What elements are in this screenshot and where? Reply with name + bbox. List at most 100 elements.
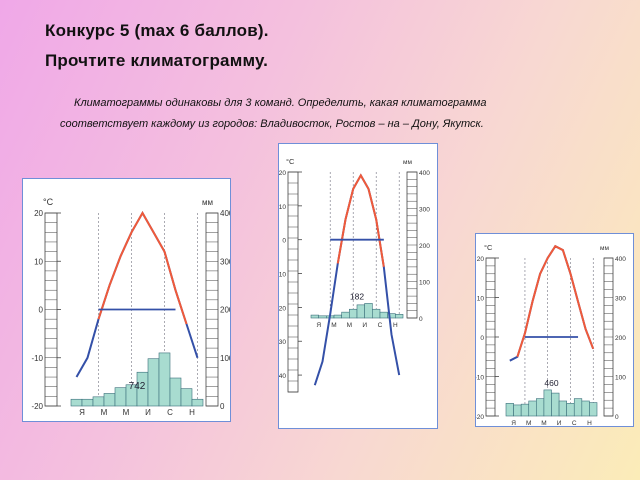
temperature-curve-warm [336, 173, 385, 267]
month-label: И [145, 408, 151, 417]
temperature-tick-label: -20 [31, 402, 43, 411]
temperature-tick-label: 0 [282, 238, 286, 245]
month-label: М [101, 408, 108, 417]
precipitation-tick-label: 0 [419, 316, 423, 323]
precipitation-bar [364, 303, 373, 319]
precipitation-bar [573, 398, 583, 417]
precipitation-bar [356, 304, 365, 319]
annual-precipitation-label: 742 [129, 381, 146, 392]
month-label: И [362, 322, 367, 329]
precipitation-bar [513, 404, 522, 417]
precipitation-bar [147, 358, 160, 407]
precipitation-bar [372, 308, 381, 319]
temperature-curve-cold [313, 173, 401, 386]
month-label: И [557, 420, 562, 426]
precipitation-bar [81, 398, 94, 407]
temperature-unit-label: °C [484, 243, 493, 252]
temperature-unit-label: °C [286, 157, 295, 166]
precipitation-tick-label: 200 [419, 243, 430, 250]
month-label: Я [316, 322, 321, 329]
precipitation-bar [543, 389, 552, 417]
precipitation-unit-label: мм [202, 198, 213, 207]
precipitation-tick-label: 100 [615, 375, 626, 382]
month-label: С [167, 408, 173, 417]
precipitation-bar [395, 314, 404, 319]
precipitation-bar [310, 314, 319, 319]
precipitation-tick-label: 0 [615, 414, 619, 421]
month-label: Н [393, 322, 398, 329]
annual-precipitation-label: 460 [544, 378, 558, 388]
annual-precipitation-label: 182 [350, 291, 364, 301]
temperature-tick-label: -30 [279, 339, 286, 346]
month-label: М [331, 322, 336, 329]
precipitation-bar [581, 400, 590, 417]
precipitation-bar [318, 315, 327, 319]
precipitation-bar [379, 311, 388, 319]
temperature-tick-label: -10 [279, 272, 286, 279]
precipitation-tick-label: 100 [419, 280, 430, 287]
precipitation-tick-label: 300 [419, 207, 430, 214]
month-label: Я [511, 420, 516, 426]
temperature-tick-label: -40 [279, 373, 286, 380]
precipitation-tick-label: 300 [220, 257, 230, 266]
temperature-tick-label: 20 [34, 209, 43, 218]
month-label: Н [587, 420, 592, 426]
slide-title-line1: Конкурс 5 (max 6 баллов). [45, 21, 269, 40]
month-label: М [526, 420, 531, 426]
temperature-tick-label: 10 [34, 257, 43, 266]
month-label: С [572, 420, 577, 426]
month-label: С [378, 322, 383, 329]
temperature-curve-warm [516, 244, 595, 358]
temperature-unit-label: °C [43, 197, 54, 207]
month-label: Н [189, 408, 195, 417]
precipitation-bar [536, 398, 545, 417]
month-label: М [541, 420, 546, 426]
precipitation-bar [180, 388, 193, 407]
precipitation-bar [589, 402, 598, 417]
temperature-tick-label: 10 [279, 204, 286, 211]
precipitation-bar [169, 377, 182, 407]
temperature-curve-warm [97, 210, 188, 325]
precipitation-bar [341, 311, 350, 319]
precipitation-tick-label: 400 [419, 170, 430, 177]
precipitation-bar [70, 398, 83, 407]
precipitation-bar [92, 396, 105, 407]
temperature-tick-label: -10 [31, 354, 43, 363]
temperature-tick-label: -20 [476, 414, 484, 421]
precipitation-bar [566, 403, 575, 417]
climatogram-2-chart: °Cмм20100-10-20-30-404003002001000182ЯММ… [279, 157, 430, 393]
temperature-tick-label: 20 [477, 256, 485, 263]
month-label: Я [79, 408, 85, 417]
month-label: М [347, 322, 352, 329]
task-text: Климатограммы одинаковы для 3 команд. Оп… [60, 93, 600, 135]
temperature-curve-cold [75, 210, 199, 378]
temperature-tick-label: 0 [39, 306, 44, 315]
precipitation-bar [158, 352, 171, 407]
precipitation-tick-label: 200 [615, 335, 626, 342]
temperature-tick-label: 0 [480, 335, 484, 342]
task-text-line1: Климатограммы одинаковы для 3 команд. Оп… [74, 97, 487, 109]
temperature-tick-label: -20 [279, 305, 286, 312]
precipitation-bar [528, 400, 537, 417]
precipitation-tick-label: 400 [220, 209, 230, 218]
temperature-tick-label: 20 [279, 170, 286, 177]
precipitation-tick-label: 100 [220, 354, 230, 363]
temperature-tick-label: -10 [476, 375, 484, 382]
precipitation-tick-label: 0 [220, 402, 225, 411]
precipitation-bar [551, 392, 560, 417]
precipitation-tick-label: 300 [615, 296, 626, 303]
precipitation-tick-label: 200 [220, 306, 230, 315]
precipitation-bar [520, 403, 530, 417]
precipitation-bar [349, 308, 358, 319]
task-text-line2: соответствует каждому из городов: Владив… [60, 118, 484, 130]
climatogram-2-panel: °Cмм20100-10-20-30-404003002001000182ЯММ… [278, 143, 438, 429]
precipitation-bar [103, 393, 116, 407]
month-label: М [123, 408, 130, 417]
precipitation-bar [333, 314, 342, 319]
precipitation-bar [505, 403, 514, 417]
precipitation-bar [558, 400, 567, 417]
